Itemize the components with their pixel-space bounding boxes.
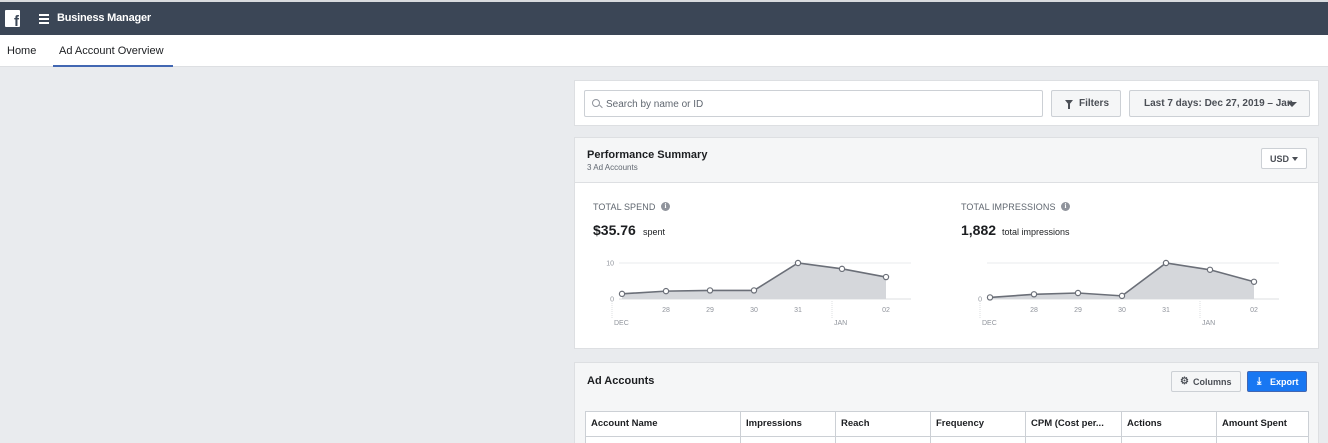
table-cell — [741, 437, 836, 443]
total-impressions-chart: 0 28 29 30 31 02 DEC JAN — [978, 259, 1279, 327]
search-box[interactable] — [584, 90, 1043, 117]
table-cell — [1026, 437, 1122, 443]
table-cell — [931, 437, 1026, 443]
search-icon — [592, 99, 600, 107]
data-point — [838, 265, 846, 273]
column-header-impressions[interactable]: Impressions — [741, 412, 836, 437]
data-point — [618, 290, 626, 298]
date-range-dropdown[interactable]: Last 7 days: Dec 27, 2019 – Jan — [1129, 90, 1310, 117]
ad-accounts-title: Ad Accounts — [587, 375, 655, 387]
data-point — [750, 287, 758, 294]
total-impressions-unit: total impressions — [1002, 227, 1070, 237]
search-filter-card: Filters Last 7 days: Dec 27, 2019 – Jan — [574, 80, 1319, 126]
performance-summary-title: Performance Summary — [587, 149, 708, 161]
total-spend-chart: 0 10 28 29 30 31 02 DEC JAN — [606, 259, 911, 327]
top-bar-strip — [0, 0, 1328, 2]
active-tab-indicator — [53, 65, 173, 67]
data-point — [986, 294, 994, 301]
data-point — [1162, 259, 1170, 267]
total-spend-label: TOTAL SPEND — [593, 202, 656, 212]
tab-ad-account-overview[interactable]: Ad Account Overview — [59, 45, 164, 57]
gear-icon: ⚙ — [1180, 376, 1189, 387]
total-spend-unit: spent — [643, 227, 666, 237]
column-header-frequency[interactable]: Frequency — [931, 412, 1026, 437]
data-point — [1250, 278, 1258, 285]
series-area — [622, 263, 886, 299]
total-spend-value: $35.76 — [593, 222, 636, 238]
search-input[interactable] — [606, 97, 1036, 111]
column-header-cpm[interactable]: CPM (Cost per... — [1026, 412, 1122, 437]
data-point — [1030, 291, 1038, 298]
table-cell — [1122, 437, 1217, 443]
caret-down-icon — [1287, 102, 1297, 107]
currency-dropdown[interactable]: USD — [1261, 148, 1307, 169]
x-tick-label: 29 — [1074, 307, 1082, 314]
column-header-amount-spent[interactable]: Amount Spent — [1217, 412, 1309, 437]
month-label: DEC — [614, 320, 629, 327]
export-button[interactable]: ⤓ Export — [1247, 371, 1307, 392]
data-point — [662, 287, 670, 295]
columns-label: Columns — [1193, 377, 1232, 387]
y-tick-label: 0 — [610, 297, 614, 304]
performance-summary-card: Performance Summary 3 Ad Accounts USD TO… — [574, 137, 1319, 349]
x-tick-label: 31 — [794, 307, 802, 314]
export-label: Export — [1270, 377, 1299, 387]
month-label: JAN — [1202, 320, 1215, 327]
column-header-actions[interactable]: Actions — [1122, 412, 1217, 437]
ad-accounts-card: Ad Accounts ⚙ Columns ⤓ Export Account N… — [574, 362, 1319, 443]
top-bar: f Business Manager — [0, 0, 1328, 35]
info-icon[interactable]: i — [1061, 202, 1070, 211]
month-label: DEC — [982, 320, 997, 327]
x-tick-label: 28 — [1030, 307, 1038, 314]
ad-accounts-count: 3 Ad Accounts — [587, 163, 638, 172]
data-point — [1118, 292, 1126, 300]
info-icon[interactable]: i — [661, 202, 670, 211]
download-icon: ⤓ — [1257, 376, 1262, 387]
hamburger-menu-icon[interactable] — [39, 14, 49, 24]
x-tick-label: 29 — [706, 307, 714, 314]
total-impressions-value: 1,882 — [961, 222, 997, 238]
data-point — [794, 259, 802, 267]
column-header-account-name[interactable]: Account Name — [586, 412, 741, 437]
tab-bar: Home Ad Account Overview — [0, 35, 1328, 67]
data-point — [882, 273, 890, 281]
caret-down-icon — [1292, 157, 1298, 161]
performance-summary-header: Performance Summary 3 Ad Accounts USD — [575, 138, 1318, 183]
x-tick-label: 02 — [882, 307, 890, 314]
facebook-logo-icon[interactable]: f — [5, 10, 20, 29]
x-tick-label: 02 — [1250, 307, 1258, 314]
ad-accounts-table: Account Name Impressions Reach Frequency… — [585, 411, 1309, 443]
date-range-label: Last 7 days: Dec 27, 2019 – Jan — [1144, 98, 1293, 109]
x-tick-label: 28 — [662, 307, 670, 314]
filter-icon — [1065, 100, 1073, 109]
x-tick-label: 30 — [1118, 307, 1126, 314]
x-tick-label: 30 — [750, 307, 758, 314]
table-cell — [836, 437, 931, 443]
app-title[interactable]: Business Manager — [57, 12, 152, 24]
data-point — [1074, 289, 1082, 297]
filters-label: Filters — [1079, 98, 1110, 109]
month-label: JAN — [834, 320, 847, 327]
tab-home[interactable]: Home — [7, 45, 37, 57]
filters-button[interactable]: Filters — [1051, 90, 1121, 117]
data-point — [1206, 266, 1214, 273]
columns-button[interactable]: ⚙ Columns — [1171, 371, 1241, 392]
y-tick-label: 0 — [978, 297, 982, 304]
currency-label: USD — [1270, 154, 1290, 164]
table-cell — [586, 437, 741, 443]
y-tick-label: 10 — [606, 261, 614, 268]
column-header-reach[interactable]: Reach — [836, 412, 931, 437]
x-tick-label: 31 — [1162, 307, 1170, 314]
data-point — [706, 287, 714, 294]
series-area — [990, 263, 1254, 299]
total-impressions-label: TOTAL IMPRESSIONS — [961, 202, 1056, 212]
